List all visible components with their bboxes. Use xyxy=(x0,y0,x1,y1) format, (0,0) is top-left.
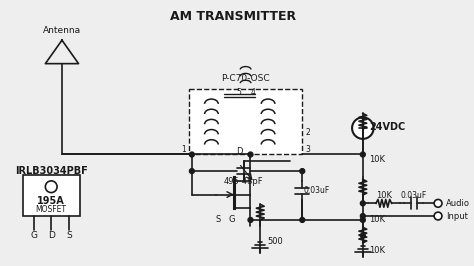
Text: 2: 2 xyxy=(306,127,310,136)
Text: AM TRANSMITTER: AM TRANSMITTER xyxy=(170,10,296,23)
Text: 500: 500 xyxy=(267,237,283,246)
Text: 0.03uF: 0.03uF xyxy=(401,191,427,200)
Circle shape xyxy=(190,152,194,157)
Text: 495-48pF: 495-48pF xyxy=(224,177,264,186)
Text: 10K: 10K xyxy=(370,215,385,225)
Circle shape xyxy=(300,218,305,222)
Text: S: S xyxy=(216,215,221,225)
Circle shape xyxy=(352,117,374,139)
Text: G: G xyxy=(228,215,235,225)
Circle shape xyxy=(46,181,57,193)
Circle shape xyxy=(248,152,253,157)
Text: Audio: Audio xyxy=(446,199,470,208)
Text: 195A: 195A xyxy=(37,196,65,206)
Text: 24VDC: 24VDC xyxy=(369,122,405,132)
Circle shape xyxy=(360,201,365,206)
Circle shape xyxy=(190,169,194,173)
Circle shape xyxy=(360,233,365,238)
Text: 3: 3 xyxy=(306,145,310,154)
Circle shape xyxy=(360,152,365,157)
Text: 10K: 10K xyxy=(370,155,385,164)
Text: P-C70-OSC: P-C70-OSC xyxy=(221,74,270,83)
Text: Antenna: Antenna xyxy=(43,26,81,35)
Circle shape xyxy=(248,218,253,222)
Text: 10K: 10K xyxy=(376,191,392,200)
Text: D: D xyxy=(48,231,55,240)
Circle shape xyxy=(434,212,442,220)
Circle shape xyxy=(300,169,305,173)
Text: 5: 5 xyxy=(237,89,241,97)
Text: IRLB3034PBF: IRLB3034PBF xyxy=(15,166,88,176)
Text: 4: 4 xyxy=(251,89,256,97)
Text: 0.03uF: 0.03uF xyxy=(304,186,330,195)
Text: Input: Input xyxy=(446,211,468,221)
Text: 1: 1 xyxy=(181,145,185,154)
FancyBboxPatch shape xyxy=(23,175,80,216)
Text: MOSFET: MOSFET xyxy=(36,205,67,214)
Text: G: G xyxy=(30,231,37,240)
Text: D: D xyxy=(237,147,243,156)
FancyBboxPatch shape xyxy=(189,89,302,155)
Circle shape xyxy=(360,218,365,222)
Text: S: S xyxy=(66,231,72,240)
Text: 10K: 10K xyxy=(370,246,385,255)
Circle shape xyxy=(434,200,442,207)
Circle shape xyxy=(360,214,365,218)
